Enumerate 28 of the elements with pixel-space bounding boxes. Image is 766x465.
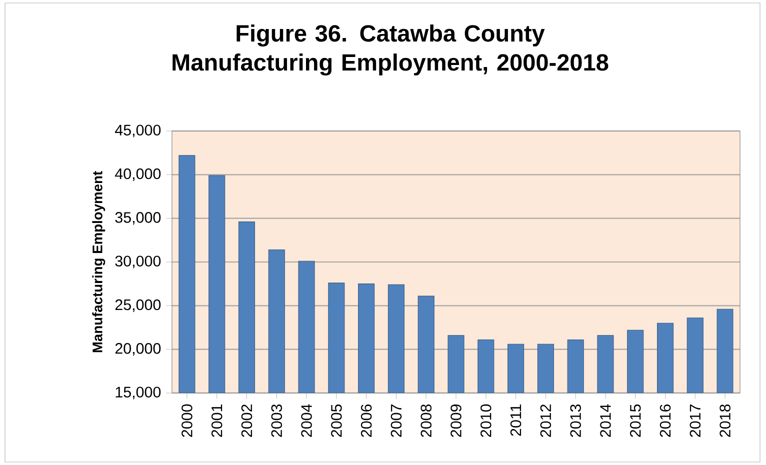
x-tick-label: 2010 bbox=[480, 404, 492, 437]
x-tick-label: 2007 bbox=[390, 404, 402, 437]
x-tick-label: 2013 bbox=[570, 404, 581, 437]
x-tick-label: 2014 bbox=[600, 404, 611, 437]
y-tick-label: 30,000 bbox=[115, 256, 161, 268]
y-tick-label: 15,000 bbox=[116, 386, 161, 400]
y-tick-label: 40,000 bbox=[115, 168, 161, 181]
x-tick-label: 2004 bbox=[301, 404, 312, 437]
x-tick-label: 2012 bbox=[540, 404, 552, 437]
y-axis-title: Manufacturing Employment bbox=[92, 171, 106, 352]
y-tick-label: 35,000 bbox=[115, 212, 161, 225]
y-tick-label: 45,000 bbox=[115, 124, 161, 138]
x-tick-label: 2016 bbox=[660, 404, 671, 437]
x-tick-label: 2018 bbox=[720, 404, 730, 437]
x-tick-label: 2011 bbox=[510, 404, 522, 436]
x-tick-label: 2017 bbox=[690, 404, 701, 437]
x-tick-label: 2002 bbox=[241, 404, 252, 437]
y-tick-label: 25,000 bbox=[115, 299, 161, 312]
x-tick-label: 2005 bbox=[331, 404, 342, 437]
chart-title: Figure 36. Catawba County Manufacturing Employment, 2000-2018 bbox=[172, 24, 608, 76]
x-tick-label: 2001 bbox=[211, 404, 222, 437]
x-tick-label: 2015 bbox=[630, 404, 641, 437]
x-tick-label: 2009 bbox=[450, 404, 462, 437]
x-tick-label: 2008 bbox=[420, 404, 432, 437]
x-tick-label: 2003 bbox=[271, 404, 282, 437]
y-tick-label: 20,000 bbox=[115, 343, 161, 356]
x-tick-label: 2000 bbox=[182, 404, 192, 437]
x-tick-label: 2006 bbox=[360, 404, 372, 437]
